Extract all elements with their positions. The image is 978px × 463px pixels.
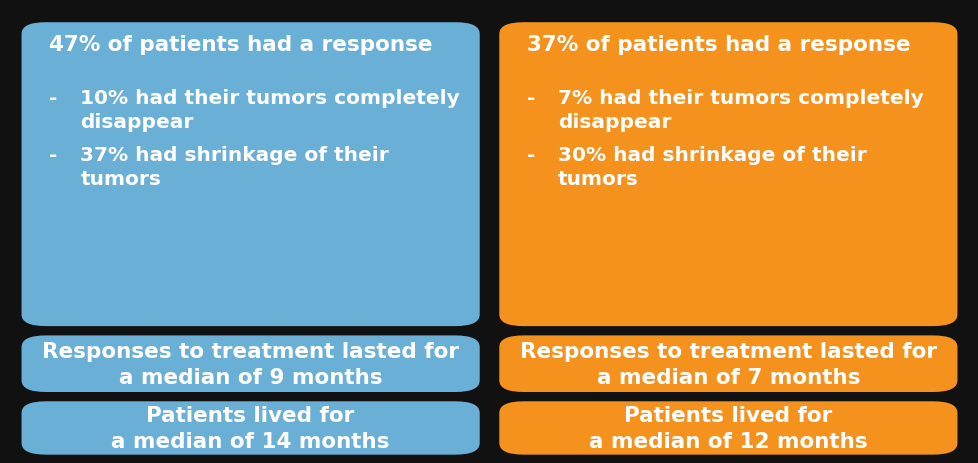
FancyBboxPatch shape [22,336,479,392]
Text: Patients lived for
a median of 14 months: Patients lived for a median of 14 months [111,405,389,451]
Text: -: - [526,89,535,108]
Text: 47% of patients had a response: 47% of patients had a response [49,35,432,55]
FancyBboxPatch shape [22,23,479,326]
Text: Responses to treatment lasted for
a median of 9 months: Responses to treatment lasted for a medi… [42,341,459,387]
Text: 30% had shrinkage of their
tumors: 30% had shrinkage of their tumors [557,146,866,188]
Text: -: - [49,146,58,165]
FancyBboxPatch shape [499,23,956,326]
FancyBboxPatch shape [499,336,956,392]
FancyBboxPatch shape [499,401,956,455]
Text: Patients lived for
a median of 12 months: Patients lived for a median of 12 months [589,405,867,451]
Text: 37% of patients had a response: 37% of patients had a response [526,35,910,55]
Text: 37% had shrinkage of their
tumors: 37% had shrinkage of their tumors [80,146,388,188]
Text: -: - [526,146,535,165]
Text: 7% had their tumors completely
disappear: 7% had their tumors completely disappear [557,89,923,131]
FancyBboxPatch shape [22,401,479,455]
Text: Responses to treatment lasted for
a median of 7 months: Responses to treatment lasted for a medi… [519,341,936,387]
Text: 10% had their tumors completely
disappear: 10% had their tumors completely disappea… [80,89,460,131]
Text: -: - [49,89,58,108]
